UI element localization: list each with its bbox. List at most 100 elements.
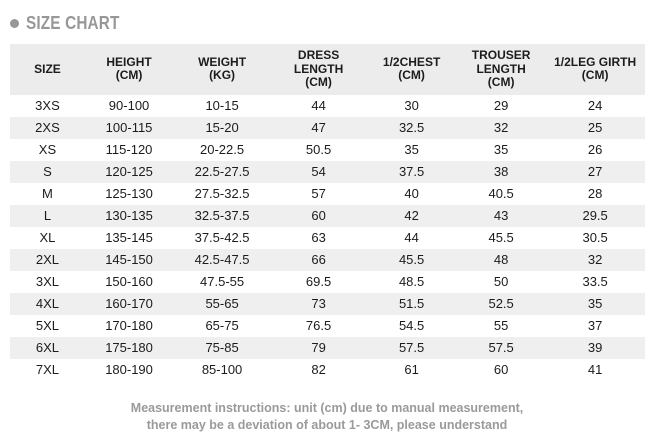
table-row: 4XL 160-170 55-65 73 51.5 52.5 35 <box>10 292 645 315</box>
value-cell: 57.5 <box>398 340 425 355</box>
size-cell: XS <box>38 142 57 157</box>
note-line-1: Measurement instructions: unit (cm) due … <box>130 400 524 415</box>
measurement-notes: Measurement instructions: unit (cm) due … <box>0 400 654 434</box>
value-cell: 50 <box>493 274 509 289</box>
value-cell: 57.5 <box>488 340 514 355</box>
size-cell: S <box>43 164 52 179</box>
table-header-row: SIZE HEIGHT (CM) WEIGHT (KG) DRESS LENGTH (… <box>10 44 645 95</box>
column-header: 1/2LEG GIRTH (CM) <box>545 44 645 95</box>
value-cell: 60 <box>493 362 509 377</box>
value-cell: 27.5-32.5 <box>194 186 250 201</box>
value-cell: 175-180 <box>105 340 153 355</box>
value-cell: 26 <box>587 142 603 157</box>
size-cell: 3XL <box>35 274 60 289</box>
size-cell: 6XL <box>35 340 60 355</box>
value-cell: 160-170 <box>105 296 153 311</box>
value-cell: 37.5 <box>398 164 425 179</box>
column-header: WEIGHT (KG) <box>173 44 271 95</box>
value-cell: 47.5-55 <box>200 274 245 289</box>
table-row: S 120-125 22.5-27.5 54 37.5 38 27 <box>10 160 645 183</box>
value-cell: 115-120 <box>105 142 153 157</box>
note-line-2: there may be a deviation of about 1- 3CM… <box>146 417 508 432</box>
value-cell: 28 <box>587 186 603 201</box>
value-cell: 32 <box>587 252 603 267</box>
size-chart-table: SIZE HEIGHT (CM) WEIGHT (KG) DRESS LENGTH (… <box>10 44 645 381</box>
value-cell: 90-100 <box>108 98 150 113</box>
value-cell: 76.5 <box>305 318 332 333</box>
value-cell: 32.5-37.5 <box>194 208 250 223</box>
value-cell: 135-145 <box>105 230 153 245</box>
value-cell: 39 <box>587 340 603 355</box>
table-row: 3XL 150-160 47.5-55 69.5 48.5 50 33.5 <box>10 271 645 293</box>
bullet-icon <box>10 18 19 28</box>
value-cell: 145-150 <box>105 252 153 267</box>
table-row: L 130-135 32.5-37.5 60 42 43 29.5 <box>10 204 645 227</box>
value-cell: 35 <box>404 142 419 157</box>
value-cell: 41 <box>587 362 603 377</box>
value-cell: 44 <box>404 230 419 245</box>
size-cell: L <box>43 208 52 223</box>
value-cell: 130-135 <box>105 208 153 223</box>
size-cell: 2XL <box>35 252 60 267</box>
value-cell: 33.5 <box>582 274 608 289</box>
value-cell: 45.5 <box>488 230 514 245</box>
value-cell: 29.5 <box>582 208 608 223</box>
table-row: XL 135-145 37.5-42.5 63 44 45.5 30.5 <box>10 227 645 249</box>
value-cell: 120-125 <box>105 164 153 179</box>
value-cell: 180-190 <box>105 362 153 377</box>
value-cell: 57 <box>311 186 326 201</box>
value-cell: 37.5-42.5 <box>194 230 250 245</box>
value-cell: 69.5 <box>305 274 332 289</box>
value-cell: 65-75 <box>205 318 239 333</box>
column-header: 1/2CHEST (CM) <box>366 44 457 95</box>
value-cell: 45.5 <box>398 252 425 267</box>
value-cell: 10-15 <box>205 98 239 113</box>
value-cell: 40 <box>404 186 419 201</box>
table-row: 2XL 145-150 42.5-47.5 66 45.5 48 32 <box>10 248 645 271</box>
value-cell: 50.5 <box>305 142 332 157</box>
size-cell: 7XL <box>35 362 60 377</box>
value-cell: 15-20 <box>205 120 239 135</box>
value-cell: 150-160 <box>105 274 153 289</box>
value-cell: 32.5 <box>398 120 425 135</box>
value-cell: 73 <box>311 296 326 311</box>
value-cell: 79 <box>311 340 326 355</box>
table-row: 3XS 90-100 10-15 44 30 29 24 <box>10 95 645 117</box>
value-cell: 44 <box>311 98 326 113</box>
table-row: 2XS 100-115 15-20 47 32.5 32 25 <box>10 116 645 139</box>
value-cell: 85-100 <box>201 362 243 377</box>
table-row: 5XL 170-180 65-75 76.5 54.5 55 37 <box>10 315 645 337</box>
value-cell: 20-22.5 <box>200 142 245 157</box>
section-title-row: SIZE CHART <box>0 0 654 35</box>
size-cell: 5XL <box>35 318 60 333</box>
size-cell: M <box>42 186 53 201</box>
value-cell: 100-115 <box>105 120 153 135</box>
value-cell: 22.5-27.5 <box>194 164 250 179</box>
value-cell: 25 <box>587 120 603 135</box>
value-cell: 55 <box>493 318 509 333</box>
value-cell: 24 <box>587 98 603 113</box>
table-row: 7XL 180-190 85-100 82 61 60 41 <box>10 359 645 381</box>
value-cell: 61 <box>404 362 419 377</box>
value-cell: 75-85 <box>205 340 239 355</box>
value-cell: 48 <box>493 252 509 267</box>
value-cell: 42.5-47.5 <box>194 252 250 267</box>
column-header: TROUSER LENGTH (CM) <box>457 44 546 95</box>
value-cell: 35 <box>493 142 509 157</box>
value-cell: 38 <box>493 164 509 179</box>
value-cell: 66 <box>311 252 326 267</box>
value-cell: 63 <box>311 230 326 245</box>
table-row: M 125-130 27.5-32.5 57 40 40.5 28 <box>10 183 645 205</box>
size-cell: 3XS <box>35 98 60 113</box>
value-cell: 35 <box>587 296 603 311</box>
value-cell: 27 <box>587 164 603 179</box>
value-cell: 170-180 <box>105 318 153 333</box>
column-header: HEIGHT (CM) <box>84 44 174 95</box>
value-cell: 54 <box>311 164 326 179</box>
value-cell: 42 <box>404 208 419 223</box>
value-cell: 51.5 <box>398 296 425 311</box>
value-cell: 43 <box>493 208 509 223</box>
table-row: 6XL 175-180 75-85 79 57.5 57.5 39 <box>10 336 645 359</box>
value-cell: 60 <box>311 208 326 223</box>
